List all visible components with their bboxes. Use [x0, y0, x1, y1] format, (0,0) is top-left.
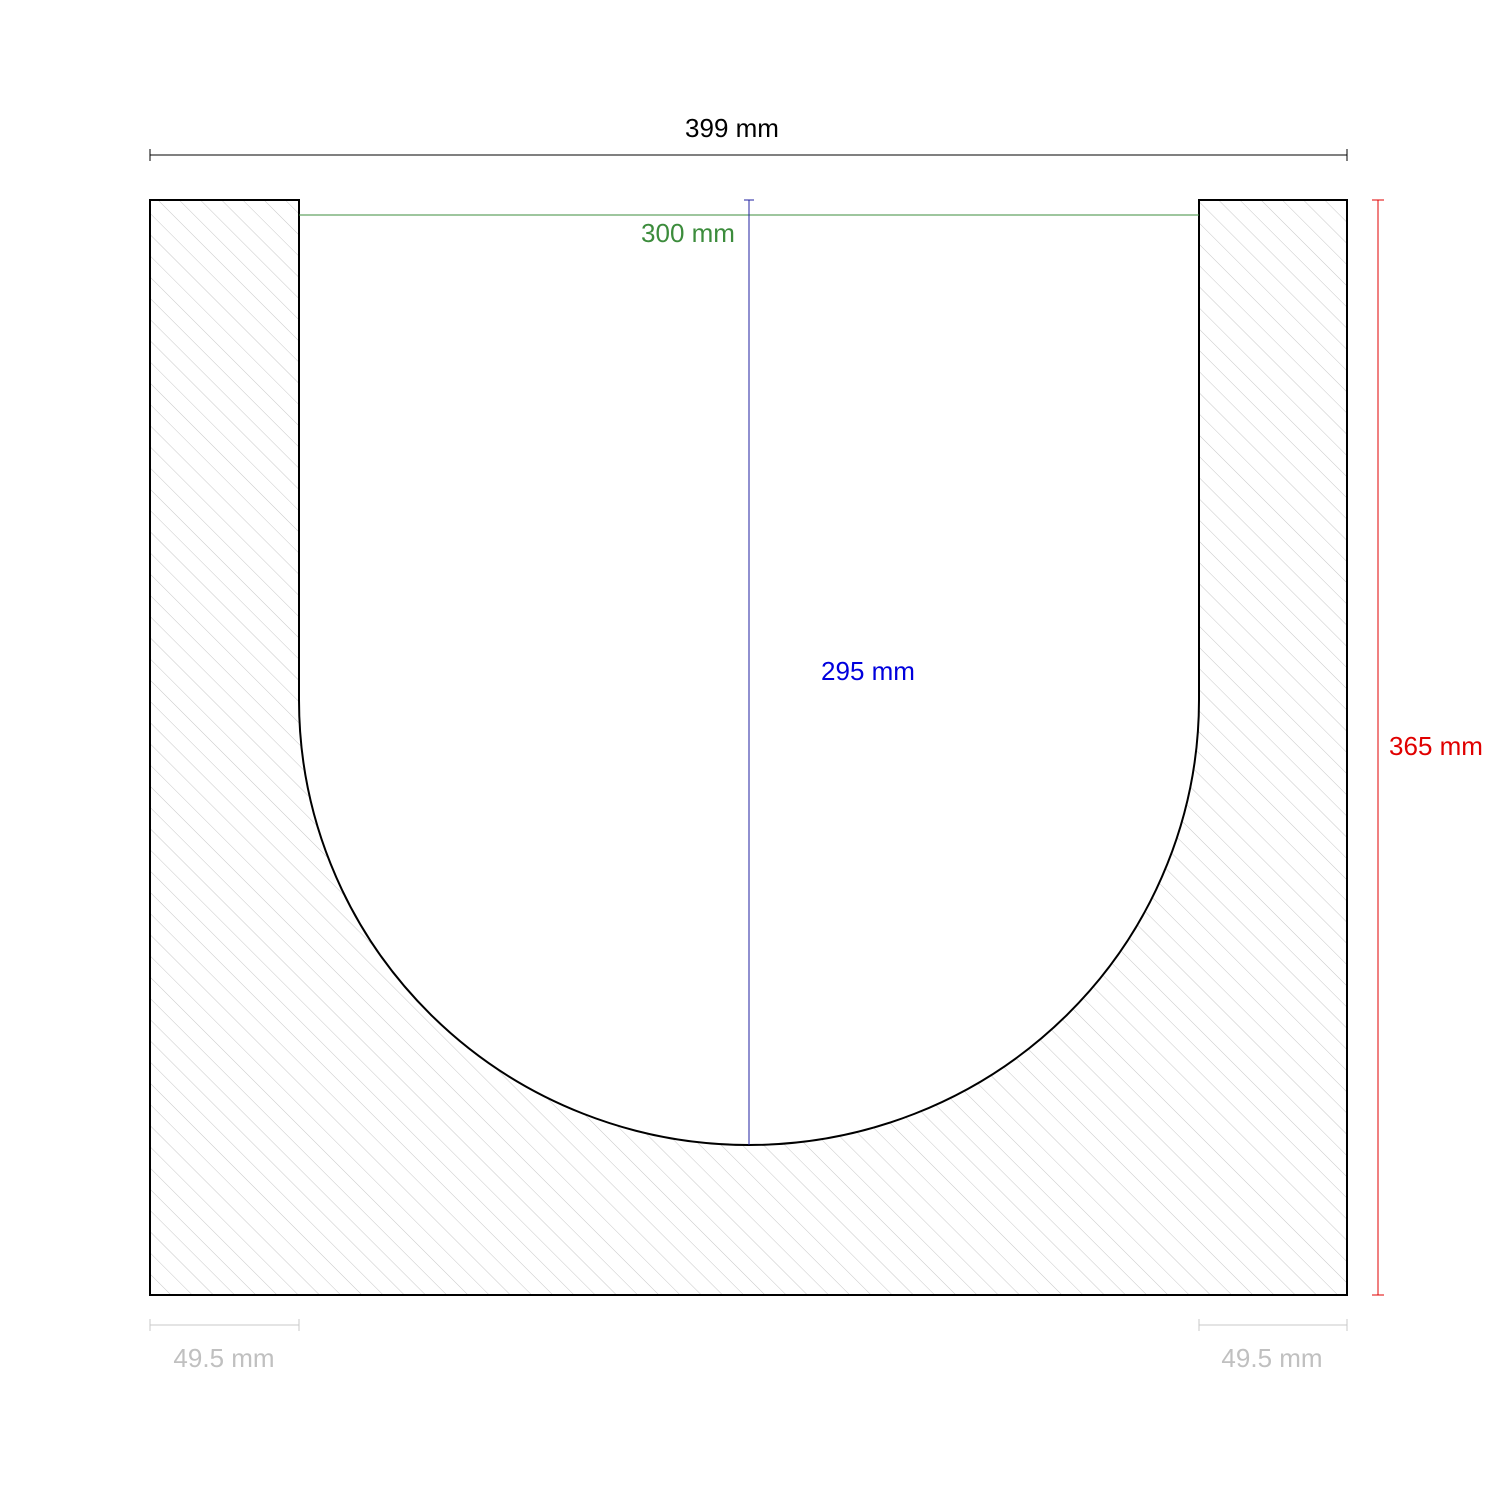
depth-label: 295 mm: [821, 656, 915, 686]
width-label: 399 mm: [685, 113, 779, 143]
left-wall-label: 49.5 mm: [173, 1343, 274, 1373]
outline: [149, 199, 1348, 1296]
channel-width-label: 300 mm: [641, 218, 735, 248]
right-wall-label: 49.5 mm: [1221, 1343, 1322, 1373]
depth-dimension: [744, 199, 754, 1145]
height-dimension: [1372, 199, 1384, 1296]
wall-dimensions: [149, 1319, 1348, 1331]
width-dimension: [149, 149, 1348, 161]
height-label: 365 mm: [1389, 731, 1483, 761]
